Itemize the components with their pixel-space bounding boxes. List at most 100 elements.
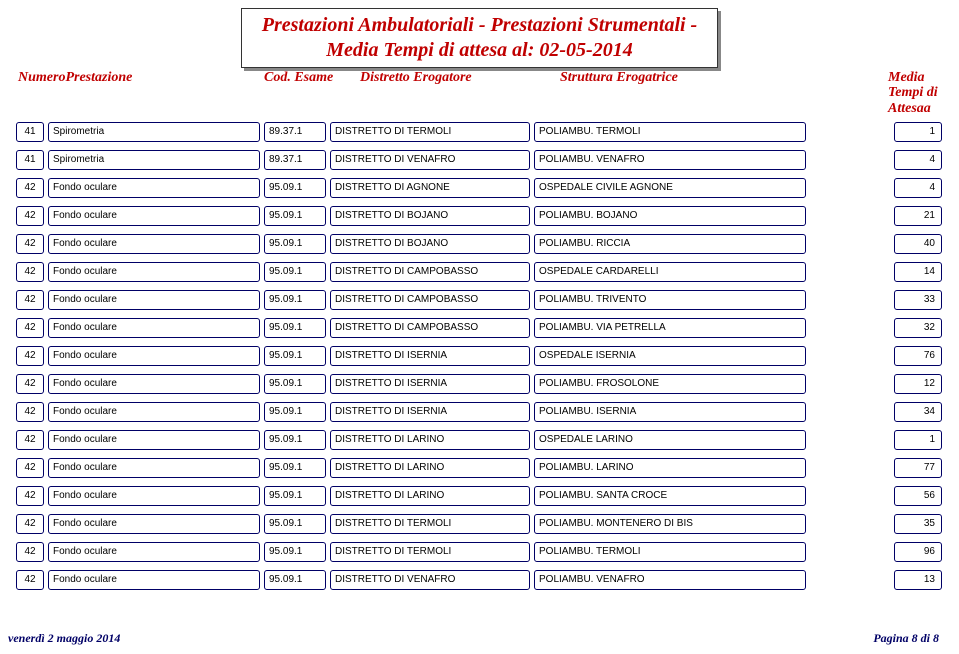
cell-media: 76 xyxy=(894,346,942,366)
cell-numero: 42 xyxy=(16,570,44,590)
cell-cod: 95.09.1 xyxy=(264,458,326,478)
footer-date: venerdì 2 maggio 2014 xyxy=(8,631,120,646)
cell-prestazione: Fondo oculare xyxy=(48,206,260,226)
header-banner: Prestazioni Ambulatoriali - Prestazioni … xyxy=(180,8,780,68)
cell-struttura: OSPEDALE LARINO xyxy=(534,430,806,450)
cell-numero: 42 xyxy=(16,430,44,450)
cell-distretto: DISTRETTO DI LARINO xyxy=(330,486,530,506)
table-row: 42Fondo oculare95.09.1DISTRETTO DI LARIN… xyxy=(0,430,959,456)
table-row: 41Spirometria89.37.1DISTRETTO DI VENAFRO… xyxy=(0,150,959,176)
cell-media: 4 xyxy=(894,178,942,198)
cell-prestazione: Fondo oculare xyxy=(48,542,260,562)
cell-cod: 95.09.1 xyxy=(264,234,326,254)
cell-media: 1 xyxy=(894,122,942,142)
cell-media: 40 xyxy=(894,234,942,254)
cell-cod: 95.09.1 xyxy=(264,178,326,198)
cell-media: 21 xyxy=(894,206,942,226)
cell-prestazione: Fondo oculare xyxy=(48,262,260,282)
cell-media: 56 xyxy=(894,486,942,506)
cell-numero: 42 xyxy=(16,346,44,366)
cell-media: 34 xyxy=(894,402,942,422)
cell-struttura: POLIAMBU. ISERNIA xyxy=(534,402,806,422)
cell-distretto: DISTRETTO DI BOJANO xyxy=(330,234,530,254)
cell-prestazione: Fondo oculare xyxy=(48,178,260,198)
title-box: Prestazioni Ambulatoriali - Prestazioni … xyxy=(241,8,718,68)
cell-media: 33 xyxy=(894,290,942,310)
cell-distretto: DISTRETTO DI VENAFRO xyxy=(330,570,530,590)
cell-numero: 42 xyxy=(16,514,44,534)
cell-prestazione: Fondo oculare xyxy=(48,402,260,422)
cell-cod: 95.09.1 xyxy=(264,430,326,450)
cell-distretto: DISTRETTO DI ISERNIA xyxy=(330,346,530,366)
table-row: 42Fondo oculare95.09.1DISTRETTO DI LARIN… xyxy=(0,458,959,484)
cell-cod: 95.09.1 xyxy=(264,374,326,394)
cell-prestazione: Fondo oculare xyxy=(48,290,260,310)
cell-media: 35 xyxy=(894,514,942,534)
cell-cod: 95.09.1 xyxy=(264,318,326,338)
cell-distretto: DISTRETTO DI BOJANO xyxy=(330,206,530,226)
cell-struttura: POLIAMBU. VENAFRO xyxy=(534,570,806,590)
cell-struttura: POLIAMBU. FROSOLONE xyxy=(534,374,806,394)
cell-media: 1 xyxy=(894,430,942,450)
cell-prestazione: Fondo oculare xyxy=(48,346,260,366)
cell-struttura: POLIAMBU. TERMOLI xyxy=(534,122,806,142)
col-distretto: Distretto Erogatore xyxy=(360,70,472,86)
title-line-1: Prestazioni Ambulatoriali - Prestazioni … xyxy=(262,13,697,38)
cell-struttura: POLIAMBU. BOJANO xyxy=(534,206,806,226)
cell-media: 13 xyxy=(894,570,942,590)
cell-media: 12 xyxy=(894,374,942,394)
cell-prestazione: Fondo oculare xyxy=(48,374,260,394)
table-row: 42Fondo oculare95.09.1DISTRETTO DI LARIN… xyxy=(0,486,959,512)
cell-distretto: DISTRETTO DI LARINO xyxy=(330,430,530,450)
table-row: 42Fondo oculare95.09.1DISTRETTO DI CAMPO… xyxy=(0,262,959,288)
cell-struttura: POLIAMBU. SANTA CROCE xyxy=(534,486,806,506)
cell-distretto: DISTRETTO DI TERMOLI xyxy=(330,514,530,534)
cell-struttura: POLIAMBU. LARINO xyxy=(534,458,806,478)
table-row: 42Fondo oculare95.09.1DISTRETTO DI TERMO… xyxy=(0,542,959,568)
cell-cod: 95.09.1 xyxy=(264,346,326,366)
cell-numero: 42 xyxy=(16,402,44,422)
cell-numero: 42 xyxy=(16,542,44,562)
cell-prestazione: Fondo oculare xyxy=(48,514,260,534)
cell-distretto: DISTRETTO DI AGNONE xyxy=(330,178,530,198)
cell-numero: 42 xyxy=(16,374,44,394)
col-cod: Cod. Esame xyxy=(264,70,333,86)
cell-numero: 42 xyxy=(16,178,44,198)
cell-distretto: DISTRETTO DI TERMOLI xyxy=(330,122,530,142)
cell-prestazione: Fondo oculare xyxy=(48,318,260,338)
cell-cod: 95.09.1 xyxy=(264,542,326,562)
table-row: 42Fondo oculare95.09.1DISTRETTO DI CAMPO… xyxy=(0,318,959,344)
cell-distretto: DISTRETTO DI CAMPOBASSO xyxy=(330,290,530,310)
column-headers: NumeroPrestazione Cod. Esame Distretto E… xyxy=(0,70,959,118)
cell-distretto: DISTRETTO DI CAMPOBASSO xyxy=(330,318,530,338)
cell-distretto: DISTRETTO DI VENAFRO xyxy=(330,150,530,170)
cell-cod: 95.09.1 xyxy=(264,206,326,226)
cell-struttura: OSPEDALE CIVILE AGNONE xyxy=(534,178,806,198)
rows-container: 41Spirometria89.37.1DISTRETTO DI TERMOLI… xyxy=(0,122,959,596)
cell-struttura: OSPEDALE ISERNIA xyxy=(534,346,806,366)
table-row: 42Fondo oculare95.09.1DISTRETTO DI ISERN… xyxy=(0,346,959,372)
cell-prestazione: Fondo oculare xyxy=(48,486,260,506)
cell-numero: 42 xyxy=(16,486,44,506)
cell-media: 14 xyxy=(894,262,942,282)
cell-distretto: DISTRETTO DI LARINO xyxy=(330,458,530,478)
cell-struttura: OSPEDALE CARDARELLI xyxy=(534,262,806,282)
cell-cod: 95.09.1 xyxy=(264,290,326,310)
cell-media: 96 xyxy=(894,542,942,562)
cell-struttura: POLIAMBU. MONTENERO DI BIS xyxy=(534,514,806,534)
cell-cod: 89.37.1 xyxy=(264,150,326,170)
cell-distretto: DISTRETTO DI ISERNIA xyxy=(330,374,530,394)
cell-struttura: POLIAMBU. VIA PETRELLA xyxy=(534,318,806,338)
cell-prestazione: Spirometria xyxy=(48,122,260,142)
cell-distretto: DISTRETTO DI TERMOLI xyxy=(330,542,530,562)
footer-page: Pagina 8 di 8 xyxy=(873,631,939,646)
table-row: 42Fondo oculare95.09.1DISTRETTO DI TERMO… xyxy=(0,514,959,540)
table-row: 42Fondo oculare95.09.1DISTRETTO DI AGNON… xyxy=(0,178,959,204)
cell-distretto: DISTRETTO DI ISERNIA xyxy=(330,402,530,422)
cell-numero: 42 xyxy=(16,262,44,282)
cell-prestazione: Fondo oculare xyxy=(48,430,260,450)
cell-prestazione: Spirometria xyxy=(48,150,260,170)
cell-struttura: POLIAMBU. TERMOLI xyxy=(534,542,806,562)
cell-numero: 42 xyxy=(16,458,44,478)
cell-prestazione: Fondo oculare xyxy=(48,458,260,478)
